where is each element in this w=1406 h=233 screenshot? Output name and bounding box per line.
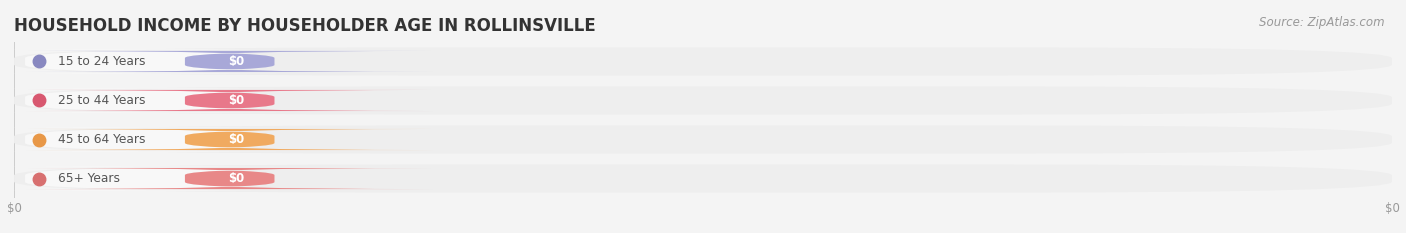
FancyBboxPatch shape [14,86,1392,115]
Text: $0: $0 [228,94,245,107]
FancyBboxPatch shape [27,168,433,189]
Text: $0: $0 [228,172,245,185]
Text: HOUSEHOLD INCOME BY HOUSEHOLDER AGE IN ROLLINSVILLE: HOUSEHOLD INCOME BY HOUSEHOLDER AGE IN R… [14,17,596,35]
FancyBboxPatch shape [0,88,328,113]
Text: Source: ZipAtlas.com: Source: ZipAtlas.com [1260,16,1385,29]
FancyBboxPatch shape [27,51,433,72]
Text: $0: $0 [228,55,245,68]
FancyBboxPatch shape [27,129,433,150]
FancyBboxPatch shape [14,164,1392,193]
Text: 25 to 44 Years: 25 to 44 Years [58,94,146,107]
FancyBboxPatch shape [27,90,433,111]
Text: $0: $0 [228,133,245,146]
FancyBboxPatch shape [0,127,328,152]
Text: 15 to 24 Years: 15 to 24 Years [58,55,146,68]
FancyBboxPatch shape [0,49,328,74]
Text: 65+ Years: 65+ Years [58,172,120,185]
Text: 45 to 64 Years: 45 to 64 Years [58,133,146,146]
FancyBboxPatch shape [14,125,1392,154]
FancyBboxPatch shape [0,166,328,191]
FancyBboxPatch shape [14,47,1392,75]
